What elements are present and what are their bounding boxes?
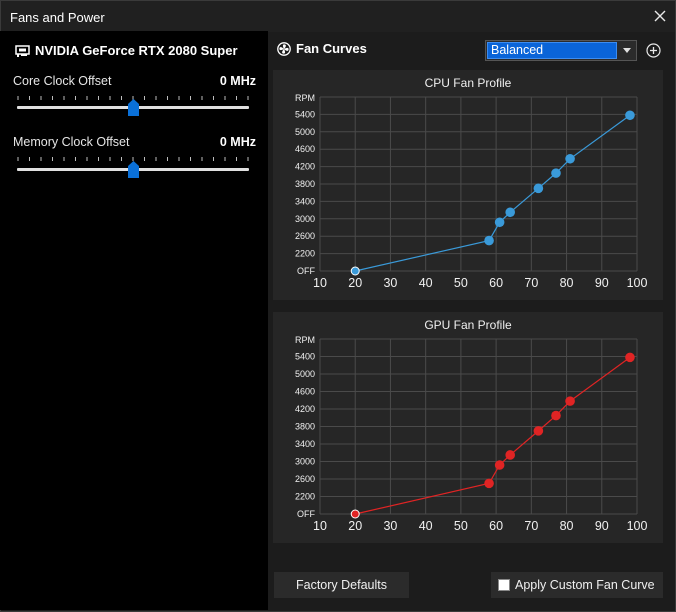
- window-title: Fans and Power: [10, 10, 105, 25]
- memory-clock-value: 0 MHz: [219, 135, 256, 149]
- y-tick-label: 5000: [295, 127, 315, 137]
- data-point[interactable]: [350, 266, 360, 276]
- x-tick-label: 90: [595, 276, 609, 290]
- core-clock-label: Core Clock Offset: [13, 74, 112, 88]
- y-tick-label: 5000: [295, 369, 315, 379]
- y-tick-label: 3000: [295, 214, 315, 224]
- y-tick-label: 4200: [295, 404, 315, 414]
- y-tick-label: 4600: [295, 387, 315, 397]
- y-tick-label: 5400: [295, 352, 315, 362]
- gpu-name: NVIDIA GeForce RTX 2080 Super: [35, 43, 238, 58]
- x-tick-label: 60: [489, 276, 503, 290]
- x-tick-label: 40: [419, 519, 433, 533]
- profile-dropdown[interactable]: Balanced: [485, 40, 637, 61]
- x-tick-label: 90: [595, 519, 609, 533]
- data-point[interactable]: [350, 509, 360, 519]
- y-tick-label: 3400: [295, 196, 315, 206]
- y-tick-label: 2600: [295, 474, 315, 484]
- data-point[interactable]: [625, 110, 635, 121]
- x-tick-label: 100: [627, 519, 648, 533]
- x-tick-label: 30: [383, 519, 397, 533]
- x-tick-label: 70: [524, 519, 538, 533]
- profile-selected-value: Balanced: [487, 42, 617, 59]
- core-clock-slider-thumb[interactable]: [127, 99, 139, 116]
- data-point[interactable]: [505, 450, 515, 460]
- data-point[interactable]: [551, 410, 561, 421]
- data-point[interactable]: [533, 183, 544, 194]
- y-tick-label: 3000: [295, 457, 315, 467]
- gpu-chart-title: GPU Fan Profile: [424, 318, 512, 332]
- cpu-fan-chart: 10 20 30 40 50 60 70 80 90 100 OFF 2200 2600 3000 3400…: [295, 93, 648, 290]
- y-axis-label: RPM: [295, 335, 315, 345]
- gpu-fan-chart-panel: GPU Fan Profile 10 20 30 40 50 60 70 80 90 100 OFF…: [273, 312, 663, 543]
- x-tick-label: 70: [524, 276, 538, 290]
- y-axis-label: RPM: [295, 93, 315, 103]
- chevron-down-icon: [622, 48, 631, 53]
- dropdown-arrow[interactable]: [617, 41, 636, 60]
- fan-curves-label: Fan Curves: [296, 41, 367, 56]
- y-tick-label: 2200: [295, 492, 315, 502]
- cpu-fan-chart-panel: CPU Fan Profile 10 20 30 40 50 60 70 80 90 100 OFF…: [273, 70, 663, 300]
- data-point[interactable]: [494, 217, 505, 228]
- data-point[interactable]: [625, 352, 635, 363]
- apply-custom-fan-curve[interactable]: Apply Custom Fan Curve: [491, 572, 663, 598]
- data-point[interactable]: [565, 396, 575, 406]
- y-tick-label: 3400: [295, 439, 315, 449]
- y-tick-label: 4200: [295, 162, 315, 172]
- x-tick-label: 80: [560, 276, 574, 290]
- data-point[interactable]: [551, 168, 561, 178]
- y-tick-label: 4600: [295, 144, 315, 154]
- gpu-fan-chart: 10 20 30 40 50 60 70 80 90 100 OFF 2200 2600 3000 3400…: [295, 335, 648, 533]
- cpu-chart-title: CPU Fan Profile: [424, 76, 512, 90]
- factory-defaults-button[interactable]: Factory Defaults: [274, 572, 409, 598]
- y-tick-label: 3800: [295, 179, 315, 189]
- data-point[interactable]: [484, 235, 494, 246]
- y-tick-label: 2200: [295, 249, 315, 259]
- x-tick-label: 100: [627, 276, 648, 290]
- y-tick-label: OFF: [297, 509, 315, 519]
- memory-clock-label: Memory Clock Offset: [13, 135, 130, 149]
- y-tick-label: 5400: [295, 109, 315, 119]
- close-button[interactable]: [649, 5, 671, 27]
- x-tick-label: 80: [560, 519, 574, 533]
- fan-curves-header: Fan Curves: [277, 41, 367, 56]
- gpu-card-icon: [15, 44, 30, 57]
- data-point[interactable]: [494, 460, 505, 470]
- x-tick-label: 30: [383, 276, 397, 290]
- x-tick-label: 10: [313, 276, 327, 290]
- data-point[interactable]: [484, 478, 494, 489]
- left-panel: [0, 31, 268, 610]
- x-tick-label: 40: [419, 276, 433, 290]
- y-tick-label: OFF: [297, 266, 315, 276]
- add-profile-button[interactable]: [643, 40, 663, 60]
- x-tick-label: 20: [348, 519, 362, 533]
- memory-clock-slider-thumb[interactable]: [127, 161, 139, 178]
- apply-custom-checkbox[interactable]: [498, 579, 510, 591]
- close-icon: [654, 10, 666, 22]
- data-point[interactable]: [565, 153, 575, 164]
- data-point[interactable]: [533, 426, 544, 436]
- core-clock-ticks: [17, 96, 249, 100]
- x-tick-label: 10: [313, 519, 327, 533]
- data-point[interactable]: [505, 207, 515, 218]
- core-clock-value: 0 MHz: [219, 74, 256, 88]
- plus-circle-icon: [645, 42, 661, 58]
- title-bar: Fans and Power: [1, 1, 675, 32]
- memory-clock-ticks: [17, 157, 249, 161]
- x-tick-label: 20: [348, 276, 362, 290]
- y-tick-label: 3800: [295, 422, 315, 432]
- y-tick-label: 2600: [295, 231, 315, 241]
- apply-custom-label: Apply Custom Fan Curve: [515, 578, 655, 592]
- x-tick-label: 50: [454, 276, 468, 290]
- x-tick-label: 60: [489, 519, 503, 533]
- fan-icon: [277, 41, 291, 56]
- x-tick-label: 50: [454, 519, 468, 533]
- gpu-header: NVIDIA GeForce RTX 2080 Super: [15, 43, 238, 58]
